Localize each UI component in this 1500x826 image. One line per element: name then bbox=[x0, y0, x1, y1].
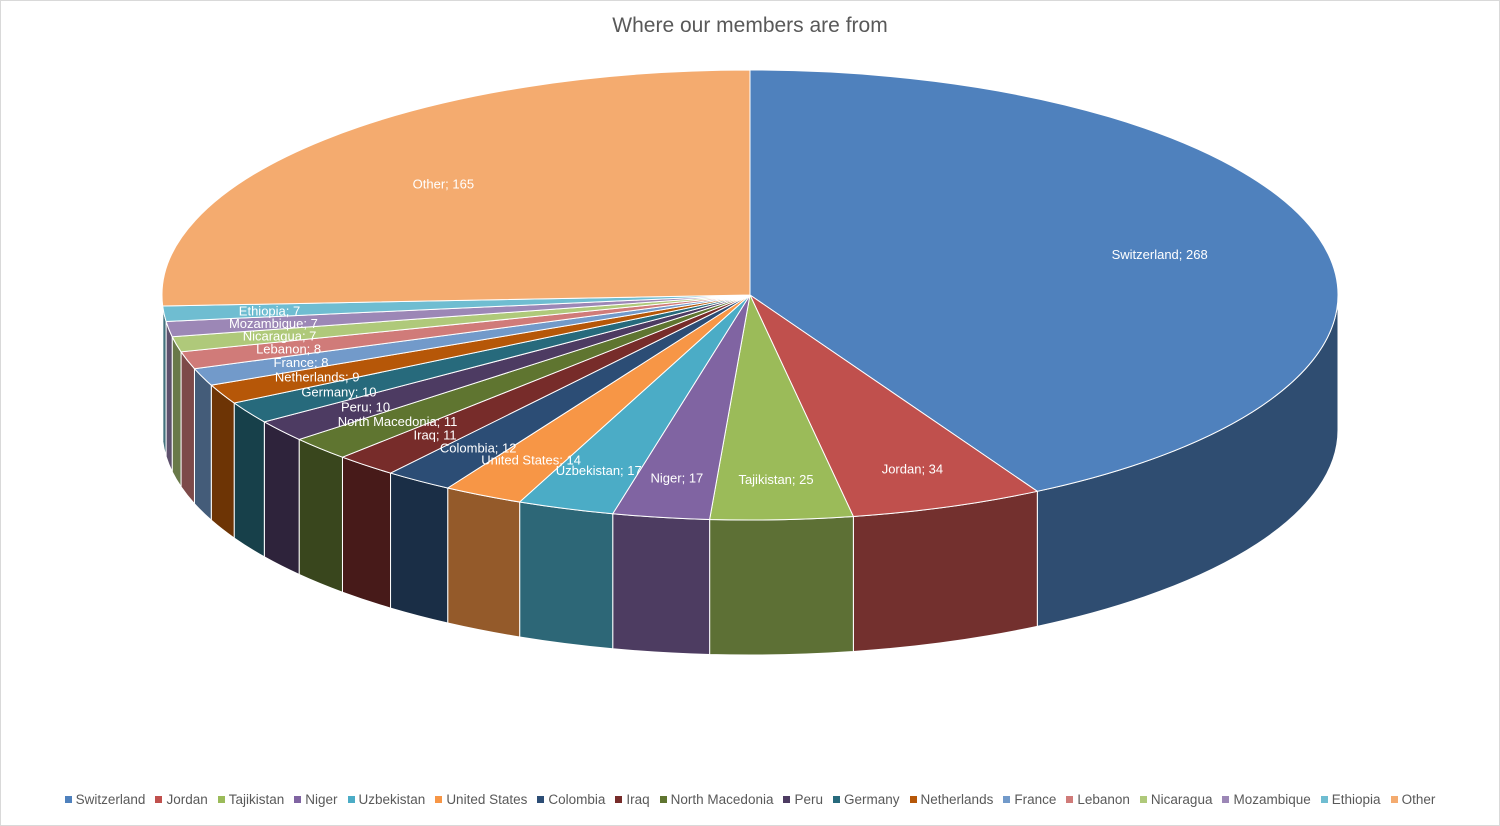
legend-item-united-states: United States bbox=[435, 792, 527, 807]
data-label-united-states: United States; 14 bbox=[481, 452, 581, 467]
legend-label-peru: Peru bbox=[794, 792, 823, 807]
legend-label-north-macedonia: North Macedonia bbox=[670, 792, 774, 807]
pie-side-tajikistan bbox=[709, 515, 854, 656]
pie-side-mozambique bbox=[165, 321, 173, 472]
pie-side-uzbekistan bbox=[519, 501, 614, 650]
pie-side-france bbox=[193, 367, 212, 522]
chart-title: Where our members are from bbox=[612, 14, 888, 37]
pie-side-iraq bbox=[341, 456, 392, 609]
legend-label-ethiopia: Ethiopia bbox=[1331, 792, 1381, 807]
legend-swatch-iraq bbox=[615, 796, 623, 803]
legend-swatch-lebanon bbox=[1066, 796, 1074, 803]
data-label-germany: Germany; 10 bbox=[301, 384, 376, 399]
data-label-niger: Niger; 17 bbox=[651, 470, 704, 485]
legend-item-ethiopia: Ethiopia bbox=[1320, 792, 1381, 807]
legend-swatch-jordan bbox=[155, 796, 163, 803]
legend-swatch-ethiopia bbox=[1320, 796, 1328, 803]
data-label-other: Other; 165 bbox=[413, 176, 474, 191]
data-label-north-macedonia: North Macedonia; 11 bbox=[338, 414, 458, 429]
legend-swatch-niger bbox=[294, 796, 302, 803]
pie-side-north-macedonia bbox=[298, 438, 343, 593]
data-label-mozambique: Mozambique; 7 bbox=[229, 316, 318, 331]
pie-chart: Switzerland; 268 Jordan; 34 Tajikistan; 25… bbox=[161, 69, 1339, 656]
legend-swatch-netherlands bbox=[909, 796, 917, 803]
legend-swatch-uzbekistan bbox=[347, 796, 355, 803]
legend-swatch-colombia bbox=[537, 796, 545, 803]
pie-side-netherlands bbox=[210, 384, 235, 539]
legend-label-united-states: United States bbox=[446, 792, 528, 807]
legend-swatch-united-states bbox=[435, 796, 443, 803]
legend-item-iraq: Iraq bbox=[615, 792, 650, 807]
pie-side-lebanon bbox=[180, 350, 195, 506]
pie-slice-switzerland[interactable] bbox=[749, 69, 1339, 492]
legend-label-netherlands: Netherlands bbox=[920, 792, 994, 807]
legend-label-uzbekistan: Uzbekistan bbox=[358, 792, 426, 807]
legend-swatch-switzerland bbox=[64, 796, 72, 803]
legend-label-colombia: Colombia bbox=[548, 792, 606, 807]
legend-label-niger: Niger bbox=[305, 792, 338, 807]
data-label-peru: Peru; 10 bbox=[341, 399, 390, 414]
data-label-uzbekistan: Uzbekistan; 17 bbox=[556, 463, 642, 478]
pie-side-united-states bbox=[447, 487, 521, 638]
legend-item-peru: Peru bbox=[783, 792, 823, 807]
legend-label-mozambique: Mozambique bbox=[1233, 792, 1311, 807]
pie-slice-other[interactable] bbox=[161, 69, 751, 307]
legend-item-niger: Niger bbox=[294, 792, 338, 807]
legend-item-other: Other bbox=[1390, 792, 1436, 807]
legend-swatch-france bbox=[1003, 796, 1011, 803]
legend-swatch-mozambique bbox=[1222, 796, 1230, 803]
data-label-lebanon: Lebanon; 8 bbox=[256, 342, 321, 357]
legend-swatch-nicaragua bbox=[1139, 796, 1147, 803]
legend-swatch-peru bbox=[783, 796, 791, 803]
legend-item-netherlands: Netherlands bbox=[909, 792, 994, 807]
data-label-netherlands: Netherlands; 9 bbox=[275, 369, 360, 384]
legend-label-germany: Germany bbox=[844, 792, 900, 807]
pie-side-other bbox=[161, 294, 164, 442]
legend-label-switzerland: Switzerland bbox=[75, 792, 146, 807]
legend-item-uzbekistan: Uzbekistan bbox=[347, 792, 426, 807]
legend-item-switzerland: Switzerland bbox=[64, 792, 146, 807]
pie-side-germany bbox=[233, 402, 265, 558]
legend-label-nicaragua: Nicaragua bbox=[1150, 792, 1213, 807]
data-label-tajikistan: Tajikistan; 25 bbox=[738, 472, 813, 487]
pie-side-niger bbox=[612, 513, 711, 655]
legend-item-france: France bbox=[1003, 792, 1056, 807]
legend-item-colombia: Colombia bbox=[537, 792, 605, 807]
legend-swatch-germany bbox=[833, 796, 840, 803]
legend-label-lebanon: Lebanon bbox=[1077, 792, 1130, 807]
pie-side-nicaragua bbox=[171, 336, 182, 489]
legend-item-germany: Germany bbox=[833, 792, 900, 807]
pie-side-colombia bbox=[390, 472, 449, 624]
legend-item-mozambique: Mozambique bbox=[1222, 792, 1311, 807]
legend-label-jordan: Jordan bbox=[166, 792, 208, 807]
legend-item-tajikistan: Tajikistan bbox=[217, 792, 285, 807]
pie-side-ethiopia bbox=[162, 305, 167, 457]
legend-label-france: France bbox=[1014, 792, 1057, 807]
legend-item-north-macedonia: North Macedonia bbox=[659, 792, 774, 807]
data-label-colombia: Colombia; 12 bbox=[440, 440, 517, 455]
data-label-france: France; 8 bbox=[274, 355, 329, 370]
data-label-nicaragua: Nicaragua; 7 bbox=[243, 328, 317, 343]
legend: Switzerland Jordan Tajikistan Niger Uzbekist… bbox=[0, 792, 1500, 807]
data-label-jordan: Jordan; 34 bbox=[882, 462, 943, 477]
legend-swatch-tajikistan bbox=[217, 796, 225, 803]
legend-item-lebanon: Lebanon bbox=[1066, 792, 1130, 807]
pie-side-peru bbox=[263, 420, 300, 576]
legend-swatch-other bbox=[1390, 796, 1398, 803]
data-label-ethiopia: Ethiopia; 7 bbox=[239, 303, 300, 318]
legend-item-jordan: Jordan bbox=[155, 792, 208, 807]
legend-swatch-north-macedonia bbox=[659, 796, 667, 803]
data-label-iraq: Iraq; 11 bbox=[414, 428, 457, 443]
legend-item-nicaragua: Nicaragua bbox=[1139, 792, 1213, 807]
pie-slice-jordan[interactable] bbox=[748, 293, 1039, 518]
legend-label-tajikistan: Tajikistan bbox=[228, 792, 285, 807]
data-label-switzerland: Switzerland; 268 bbox=[1112, 247, 1208, 262]
legend-label-other: Other bbox=[1401, 792, 1436, 807]
legend-label-iraq: Iraq bbox=[626, 792, 650, 807]
pie-side-jordan bbox=[852, 490, 1038, 653]
